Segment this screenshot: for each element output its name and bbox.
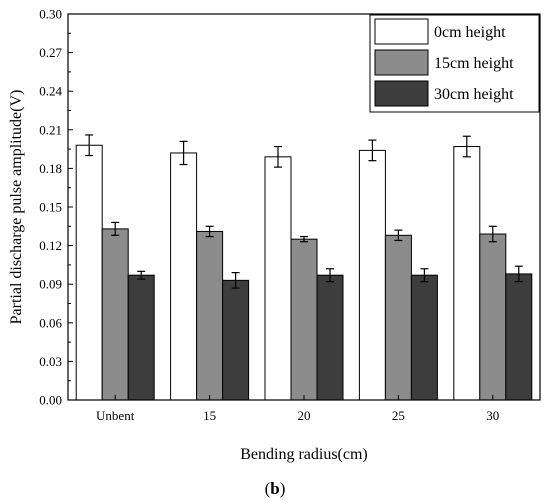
x-axis: Unbent 15 20 25 30 — [96, 395, 499, 423]
error-bar — [488, 225, 497, 243]
y-tick-label: 0.03 — [39, 354, 62, 369]
y-tick-label: 0.00 — [39, 393, 62, 408]
legend-label: 30cm height — [434, 86, 514, 103]
bar — [264, 156, 292, 401]
caption-close: ) — [280, 479, 286, 498]
legend-label: 0cm height — [434, 24, 506, 41]
legend: 0cm height 15cm height 30cm height — [369, 14, 540, 113]
bar — [479, 233, 507, 401]
bars-layer — [75, 144, 533, 401]
bar — [290, 238, 318, 401]
y-tick-label: 0.15 — [39, 200, 62, 215]
figure-caption: (b) — [265, 479, 286, 498]
error-bar — [137, 270, 146, 280]
y-tick-label: 0.24 — [39, 84, 62, 99]
bar — [384, 234, 412, 401]
legend-label: 15cm height — [434, 55, 514, 72]
x-tick-label: 15 — [203, 408, 216, 423]
y-tick-label: 0.27 — [39, 45, 62, 60]
bar — [222, 279, 250, 401]
bar — [505, 273, 533, 401]
legend-item: 0cm height — [374, 18, 506, 45]
bar — [316, 274, 344, 401]
error-bar — [205, 225, 214, 238]
bar — [410, 274, 438, 401]
bar — [75, 144, 103, 401]
x-tick-label: 30 — [486, 408, 499, 423]
error-bar — [274, 145, 282, 168]
bar — [170, 152, 198, 401]
error-bar — [420, 268, 429, 283]
x-tick-label: 20 — [298, 408, 311, 423]
y-tick-label: 0.09 — [39, 277, 62, 292]
caption-letter: b — [270, 479, 279, 498]
x-tick-label: Unbent — [96, 408, 135, 423]
bar — [127, 274, 155, 401]
legend-item: 15cm height — [374, 49, 514, 76]
y-axis-label: Partial discharge pulse amplitude(V) — [8, 90, 25, 325]
bar — [453, 146, 481, 401]
error-bars-layer — [85, 134, 523, 289]
y-axis: 0.00 0.03 0.06 0.09 0.12 0.15 0.18 0.21 0.24 0.27… — [39, 7, 73, 408]
legend-swatch — [374, 49, 429, 76]
error-bar — [300, 235, 308, 243]
error-bar — [85, 134, 94, 157]
error-bar — [394, 229, 403, 242]
legend-swatch — [374, 18, 429, 45]
y-tick-label: 0.18 — [39, 161, 62, 176]
error-bar — [368, 139, 377, 162]
y-tick-label: 0.12 — [39, 238, 62, 253]
error-bar — [231, 272, 240, 289]
caption-open: ( — [265, 479, 271, 498]
error-bar — [462, 135, 471, 158]
legend-item: 30cm height — [374, 80, 514, 107]
bar — [358, 149, 386, 401]
y-tick-label: 0.21 — [39, 122, 62, 137]
bar — [101, 228, 129, 401]
x-axis-label: Bending radius(cm) — [240, 446, 368, 463]
x-tick-label: 25 — [392, 408, 405, 423]
error-bar — [514, 265, 523, 283]
error-bar — [326, 268, 334, 283]
y-tick-label: 0.30 — [39, 7, 62, 22]
bar — [196, 230, 224, 401]
error-bar — [179, 140, 188, 166]
y-tick-label: 0.06 — [39, 315, 62, 330]
legend-swatch — [374, 80, 429, 107]
error-bar — [111, 221, 120, 236]
